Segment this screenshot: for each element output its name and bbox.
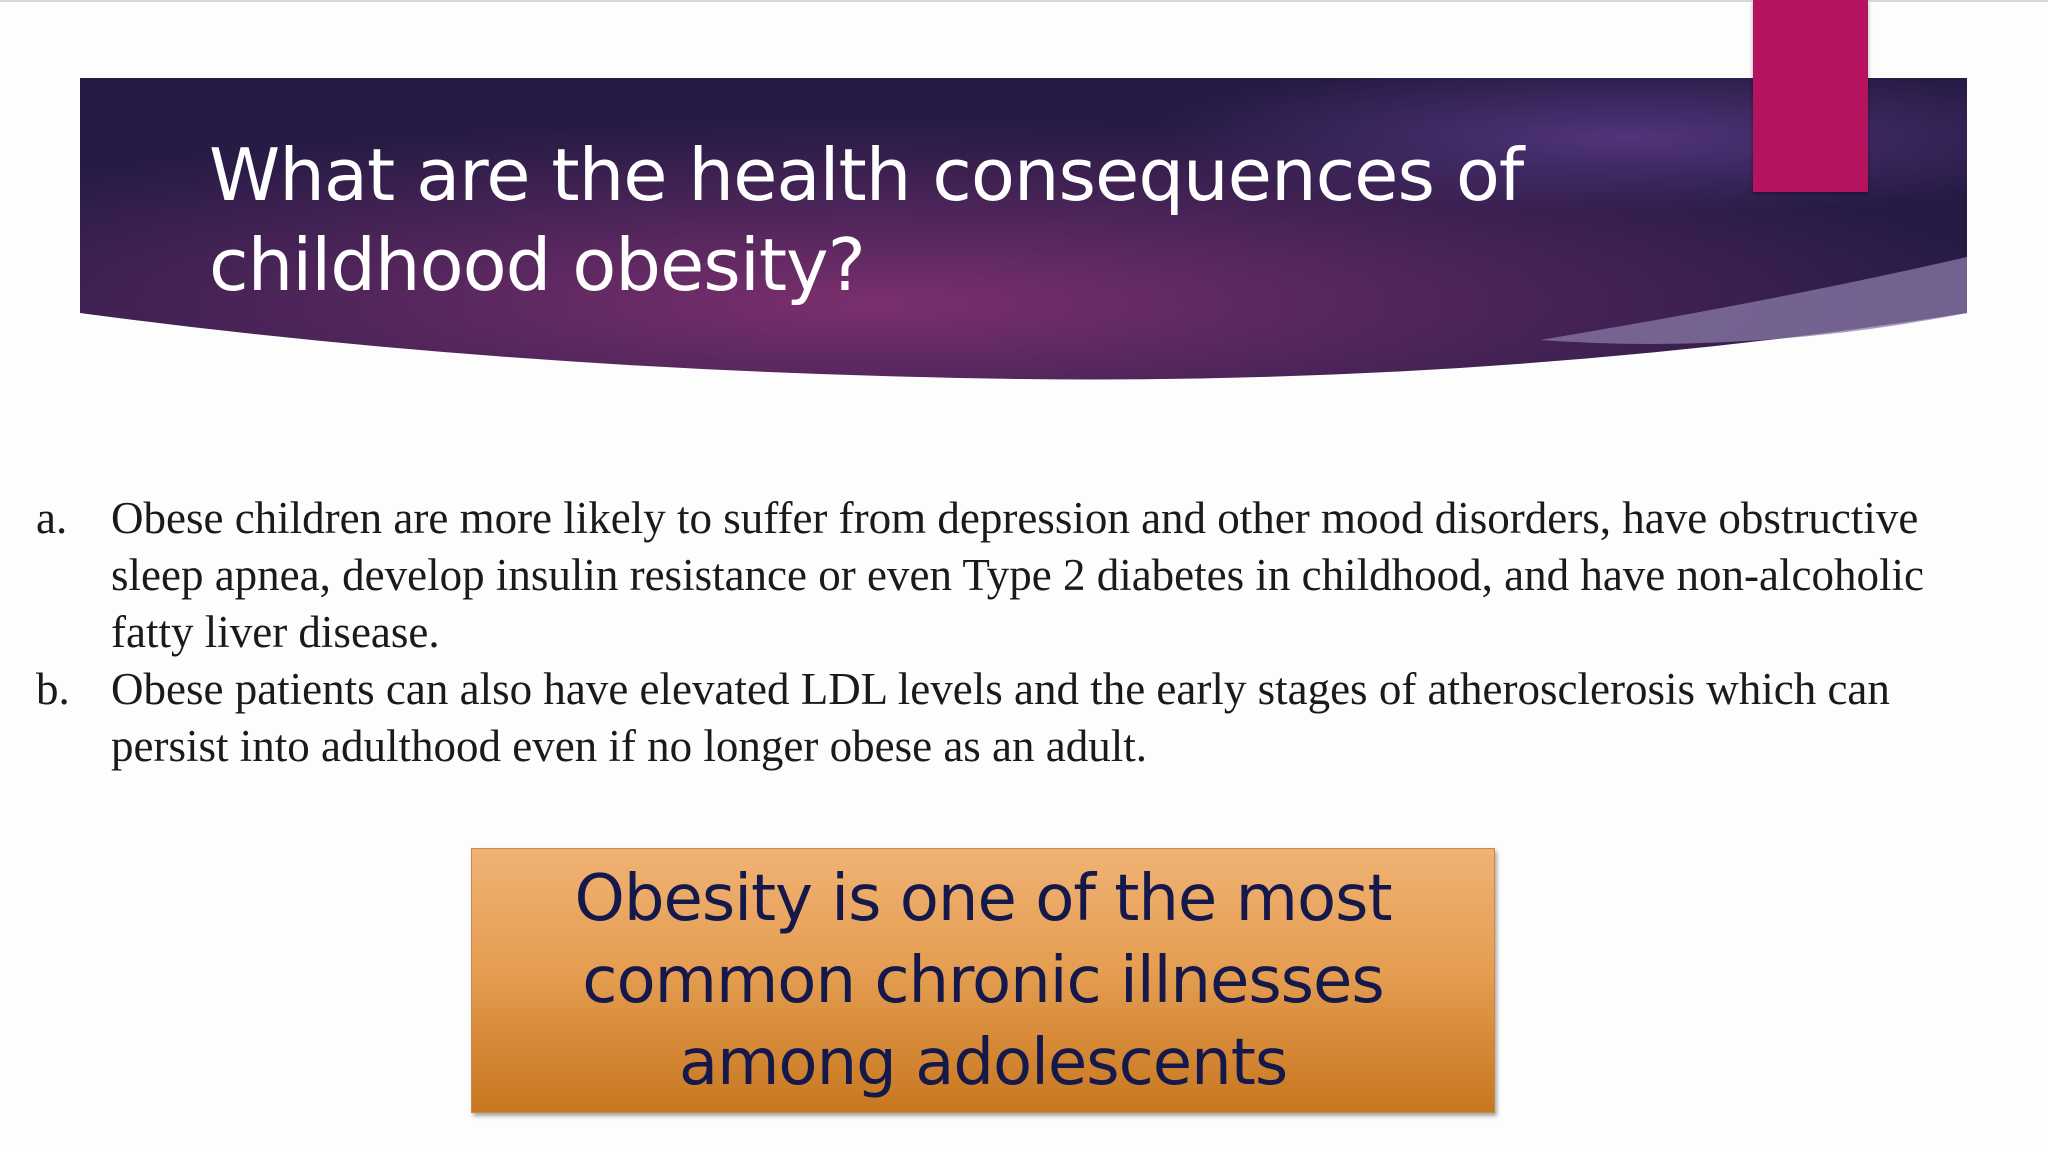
callout-box: Obesity is one of the most common chronic… [471, 848, 1495, 1113]
header-swoosh [1540, 257, 1967, 344]
header-glow [80, 78, 1967, 380]
list-item: b. Obese patients can also have elevated … [0, 661, 2006, 775]
title-line: childhood obesity? [209, 223, 866, 307]
callout-line: among adolescents [678, 1025, 1288, 1100]
callout-line: common chronic illnesses [582, 943, 1384, 1018]
bullet-list: a. Obese children are more likely to suff… [0, 490, 2006, 775]
title-line: What are the health consequences of [209, 133, 1524, 217]
callout-line: Obesity is one of the most [574, 861, 1392, 936]
header-band [80, 78, 1967, 380]
slide-title: What are the health consequences of child… [209, 130, 1524, 310]
item-text: Obese children are more likely to suffer… [111, 493, 1924, 657]
accent-bar [1753, 0, 1868, 192]
item-marker: a. [36, 493, 68, 543]
item-marker: b. [36, 664, 70, 714]
item-text: Obese patients can also have elevated LD… [111, 664, 1890, 771]
list-item: a. Obese children are more likely to suff… [0, 490, 2006, 661]
callout-text: Obesity is one of the most common chronic… [574, 858, 1392, 1104]
window-edge [0, 0, 2048, 2]
